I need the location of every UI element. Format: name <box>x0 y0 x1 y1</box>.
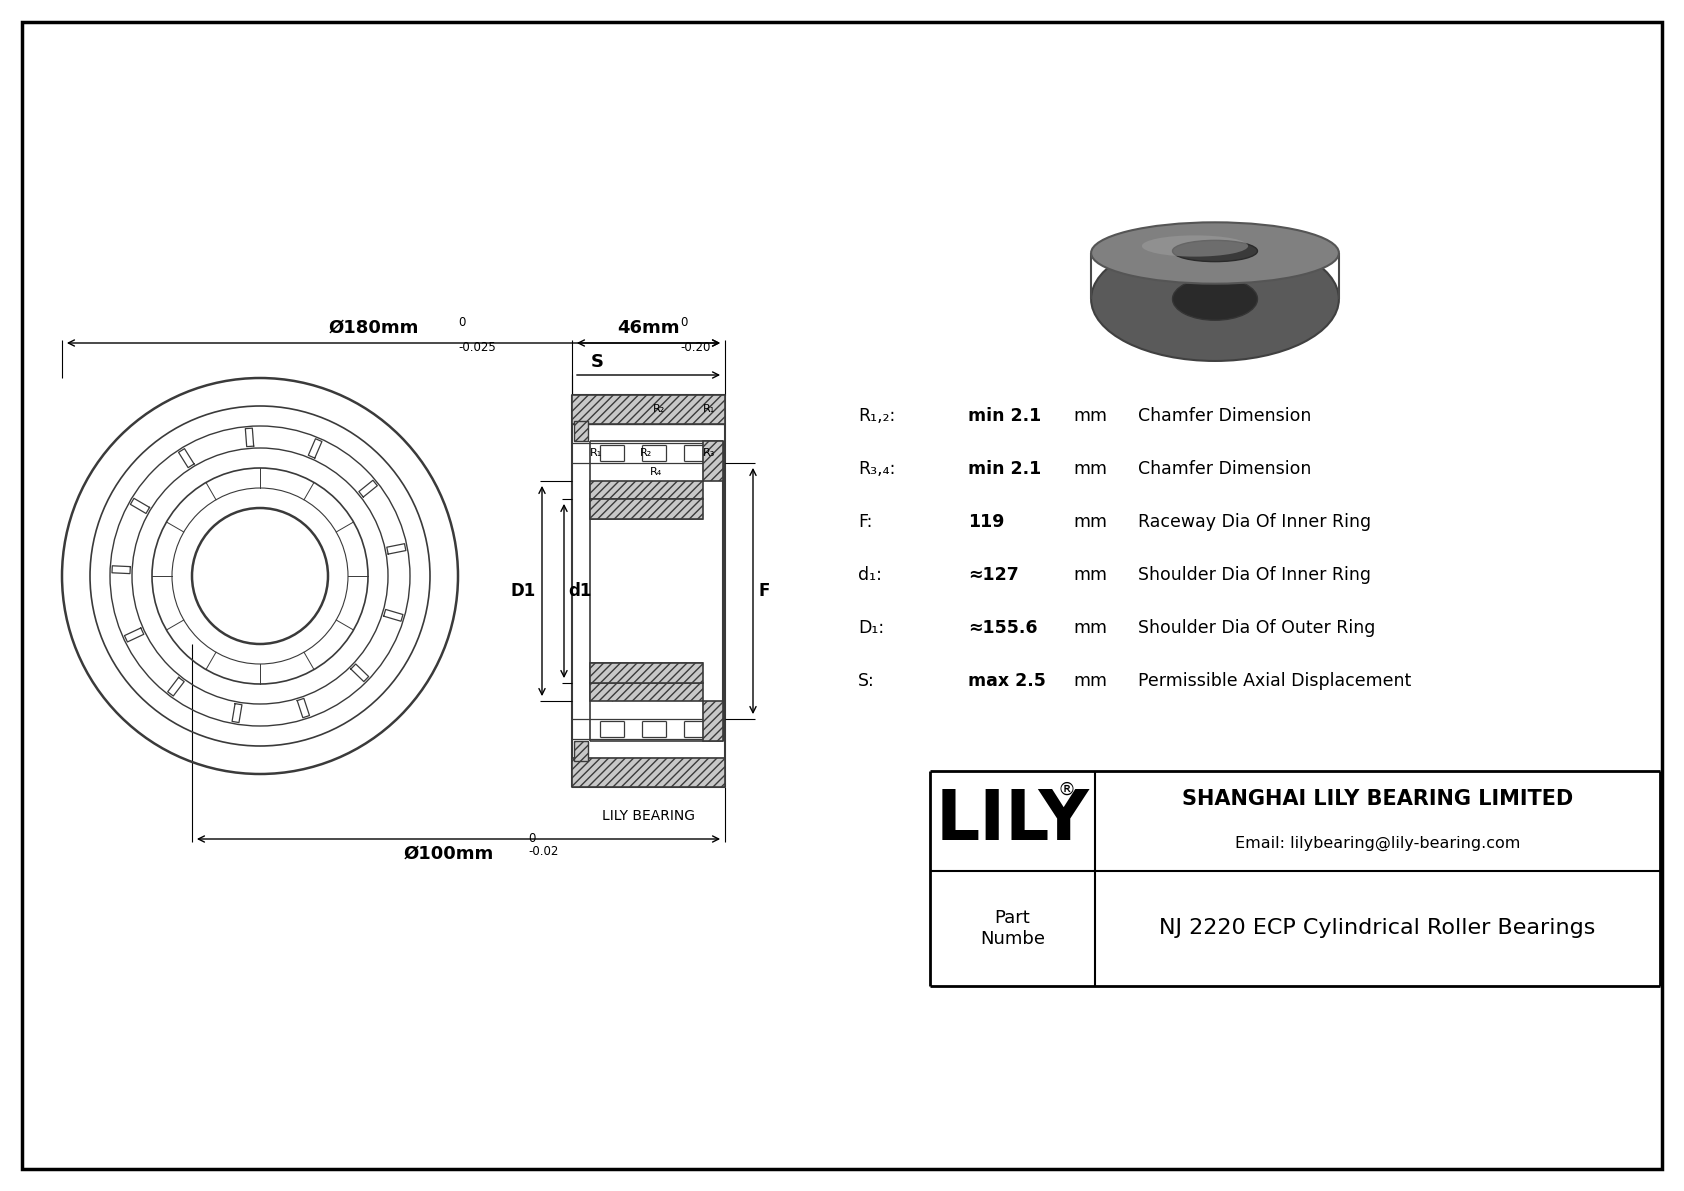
Text: F:: F: <box>859 513 872 531</box>
Text: LILY BEARING: LILY BEARING <box>601 809 694 823</box>
Ellipse shape <box>1091 223 1339 283</box>
Text: min 2.1: min 2.1 <box>968 460 1041 478</box>
Text: ≈155.6: ≈155.6 <box>968 619 1037 637</box>
Text: mm: mm <box>1073 460 1106 478</box>
Text: 0: 0 <box>458 316 466 329</box>
Bar <box>702 441 722 481</box>
Text: R₁: R₁ <box>589 448 603 459</box>
Text: Ø100mm: Ø100mm <box>404 844 493 863</box>
Ellipse shape <box>1172 241 1258 262</box>
Text: Raceway Dia Of Inner Ring: Raceway Dia Of Inner Ring <box>1138 513 1371 531</box>
Bar <box>589 499 702 519</box>
Text: R₃: R₃ <box>702 448 716 459</box>
Text: 0: 0 <box>529 833 536 844</box>
Text: ®: ® <box>1058 781 1074 799</box>
Text: S: S <box>591 353 603 372</box>
Text: -0.02: -0.02 <box>529 844 559 858</box>
Text: Shoulder Dia Of Outer Ring: Shoulder Dia Of Outer Ring <box>1138 619 1376 637</box>
Text: Part
Numbe: Part Numbe <box>980 909 1046 948</box>
Text: R₁: R₁ <box>702 404 716 414</box>
Text: R₄: R₄ <box>650 467 662 478</box>
Text: R₂: R₂ <box>640 448 652 459</box>
Text: Shoulder Dia Of Inner Ring: Shoulder Dia Of Inner Ring <box>1138 566 1371 584</box>
Text: d1: d1 <box>568 582 591 600</box>
Text: Permissible Axial Displacement: Permissible Axial Displacement <box>1138 672 1411 690</box>
Text: S:: S: <box>859 672 874 690</box>
Text: Email: lilybearing@lily-bearing.com: Email: lilybearing@lily-bearing.com <box>1234 835 1521 850</box>
Text: 0: 0 <box>680 316 687 329</box>
Text: R₂: R₂ <box>653 404 665 414</box>
Text: max 2.5: max 2.5 <box>968 672 1046 690</box>
Bar <box>573 395 726 424</box>
Text: R₃,₄:: R₃,₄: <box>859 460 896 478</box>
Text: Ø180mm: Ø180mm <box>328 319 419 337</box>
Bar <box>574 420 588 441</box>
Text: Chamfer Dimension: Chamfer Dimension <box>1138 407 1312 425</box>
Text: R₁,₂:: R₁,₂: <box>859 407 896 425</box>
Text: ≈127: ≈127 <box>968 566 1019 584</box>
Text: Chamfer Dimension: Chamfer Dimension <box>1138 460 1312 478</box>
Text: d₁:: d₁: <box>859 566 882 584</box>
Text: 119: 119 <box>968 513 1004 531</box>
Bar <box>702 701 722 741</box>
Bar <box>573 757 726 787</box>
Text: mm: mm <box>1073 513 1106 531</box>
Ellipse shape <box>1091 237 1339 361</box>
Text: mm: mm <box>1073 566 1106 584</box>
Text: mm: mm <box>1073 619 1106 637</box>
Text: NJ 2220 ECP Cylindrical Roller Bearings: NJ 2220 ECP Cylindrical Roller Bearings <box>1159 918 1596 939</box>
Text: 46mm: 46mm <box>616 319 679 337</box>
Text: LILY: LILY <box>936 787 1090 854</box>
Text: min 2.1: min 2.1 <box>968 407 1041 425</box>
Bar <box>589 663 702 682</box>
Bar <box>574 741 588 761</box>
Text: F: F <box>759 582 770 600</box>
Ellipse shape <box>1142 236 1248 256</box>
Text: -0.025: -0.025 <box>458 341 497 354</box>
Text: D₁:: D₁: <box>859 619 884 637</box>
Text: mm: mm <box>1073 672 1106 690</box>
Bar <box>589 481 702 499</box>
Bar <box>589 682 702 701</box>
Text: SHANGHAI LILY BEARING LIMITED: SHANGHAI LILY BEARING LIMITED <box>1182 788 1573 809</box>
Ellipse shape <box>1172 278 1258 320</box>
Text: -0.20: -0.20 <box>680 341 711 354</box>
Text: D1: D1 <box>510 582 536 600</box>
Text: mm: mm <box>1073 407 1106 425</box>
